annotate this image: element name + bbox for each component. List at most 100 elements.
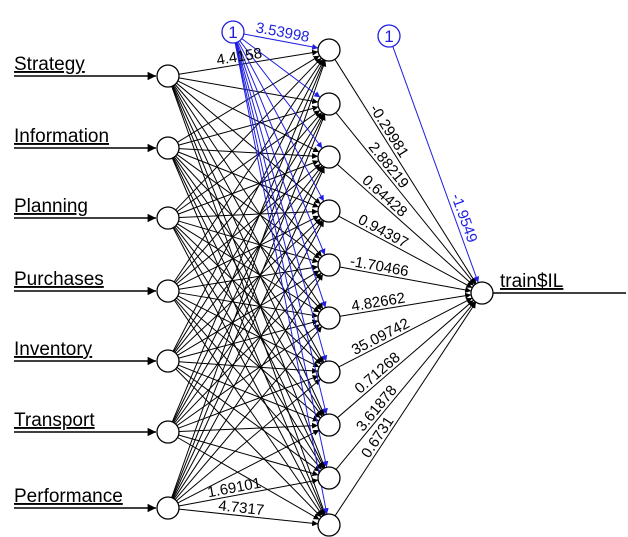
edge-input-6-hidden-3 [173, 166, 324, 423]
edge-bias-output [392, 46, 480, 283]
edge-input-2-hidden-10 [171, 157, 326, 516]
weight-label-hidden-5-output: -1.70466 [349, 253, 410, 280]
input-node-3 [156, 206, 180, 230]
hidden-node-2 [317, 92, 341, 116]
edge-input-2-hidden-1 [177, 55, 320, 143]
edge-input-4-hidden-1 [173, 58, 324, 283]
edge-bias-hidden-6 [236, 42, 327, 308]
edge-input-7-hidden-1 [171, 60, 327, 498]
edge-input-5-hidden-5 [177, 270, 320, 356]
edge-input-5-hidden-1 [172, 59, 325, 352]
edge-input-3-hidden-4 [178, 208, 319, 219]
edge-input-4-hidden-4 [177, 215, 320, 287]
input-label-performance: Performance [14, 486, 123, 507]
edge-bias-hidden-10 [234, 42, 329, 515]
edge-input-7-hidden-8 [177, 429, 320, 504]
edge-input-7-hidden-6 [174, 326, 323, 500]
edge-hidden-6-output [339, 292, 472, 317]
edge-bias-hidden-1 [243, 33, 319, 50]
input-label-transport: Transport [14, 410, 95, 431]
input-label-inventory: Inventory [14, 339, 93, 360]
hidden-node-6 [317, 306, 341, 330]
hidden-node-9 [317, 466, 341, 490]
edge-bias-hidden-9 [234, 42, 329, 468]
edge-input-1-hidden-2 [178, 77, 319, 105]
edge-input-6-hidden-4 [174, 219, 323, 424]
edge-hidden-2-output [335, 112, 476, 285]
output-node [470, 281, 494, 305]
hidden-node-4 [317, 199, 341, 223]
edge-bias-hidden-8 [235, 42, 328, 415]
edge-input-1-hidden-1 [178, 49, 319, 75]
edge-hidden-9-output [335, 301, 476, 470]
input-label-purchases: Purchases [14, 269, 104, 290]
weight-label-input-7-hidden-10: 4.7317 [218, 497, 265, 519]
bias-edges [234, 33, 480, 515]
edge-bias-hidden-3 [239, 40, 323, 149]
edge-input-4-hidden-3 [176, 163, 321, 285]
edge-bias-hidden-4 [237, 41, 325, 202]
edge-bias-hidden-2 [241, 38, 321, 98]
edge-input-4-hidden-6 [178, 292, 319, 319]
edge-input-6-hidden-6 [176, 323, 321, 427]
edge-input-4-hidden-10 [173, 299, 324, 517]
input-node-4 [156, 279, 180, 303]
hidden-node-10 [317, 513, 341, 537]
bias-node-output-label: 1 [384, 27, 393, 46]
edge-input-6-hidden-5 [175, 272, 322, 425]
edge-input-6-hidden-8 [178, 422, 319, 433]
edge-bias-hidden-7 [235, 42, 328, 362]
edge-input-6-hidden-7 [178, 375, 319, 429]
weight-label-input-1-hidden-1: 4.4158 [215, 45, 263, 69]
hidden-node-3 [317, 145, 341, 169]
edge-hidden-10-output [334, 301, 477, 517]
edge-hidden-3-output [336, 163, 475, 287]
edge-input-5-hidden-6 [178, 319, 319, 359]
weight-label-hidden-7-output: 35.09742 [349, 315, 412, 359]
edge-input-6-hidden-2 [172, 113, 325, 423]
input-node-5 [156, 349, 180, 373]
weight-label-bias-output: -1.9549 [447, 191, 480, 245]
edge-input-7-hidden-2 [171, 114, 326, 498]
edge-bias-hidden-5 [236, 41, 326, 256]
edge-hidden-5-output [339, 266, 472, 293]
edge-input-2-hidden-3 [178, 148, 319, 160]
edge-input-7-hidden-3 [172, 166, 325, 499]
edge-input-7-hidden-7 [176, 378, 321, 502]
bias-node-hidden-label: 1 [228, 23, 237, 42]
edge-hidden-4-output [338, 215, 473, 289]
edge-input-5-hidden-9 [176, 367, 321, 472]
edge-input-3-hidden-3 [178, 160, 319, 215]
input-node-6 [156, 420, 180, 444]
input-node-7 [156, 496, 180, 520]
edge-hidden-1-output [334, 59, 477, 284]
edge-input-5-hidden-3 [174, 165, 323, 353]
edge-input-5-hidden-10 [175, 368, 322, 518]
edge-input-6-hidden-9 [178, 434, 319, 477]
weight-edges [171, 49, 477, 527]
edge-input-4-hidden-8 [176, 297, 321, 419]
edge-input-7-hidden-9 [178, 478, 319, 507]
edge-input-7-hidden-4 [172, 220, 325, 499]
weight-label-hidden-4-output: 0.94397 [355, 211, 411, 252]
input-label-information: Information [14, 126, 109, 147]
weight-label-input-7-hidden-9: 1.69101 [206, 475, 262, 502]
hidden-node-1 [317, 38, 341, 62]
edge-input-2-hidden-7 [174, 156, 323, 364]
input-node-2 [156, 136, 180, 160]
labels: Strategy Information Planning Purchases Inve… [14, 19, 563, 519]
output-label: train$IL [500, 271, 563, 292]
input-node-1 [156, 64, 180, 88]
edge-input-2-hidden-4 [178, 151, 319, 208]
hidden-node-7 [317, 360, 341, 384]
edge-input-7-hidden-10 [178, 508, 319, 527]
edge-input-3-hidden-1 [175, 57, 322, 211]
hidden-node-8 [317, 413, 341, 437]
input-label-planning: Planning [14, 196, 88, 217]
edge-hidden-7-output [338, 297, 473, 368]
input-label-strategy: Strategy [14, 54, 85, 75]
nodes [156, 20, 494, 537]
weight-label-bias-hidden-1: 3.53998 [254, 19, 310, 46]
bias-node-hidden [221, 20, 245, 44]
